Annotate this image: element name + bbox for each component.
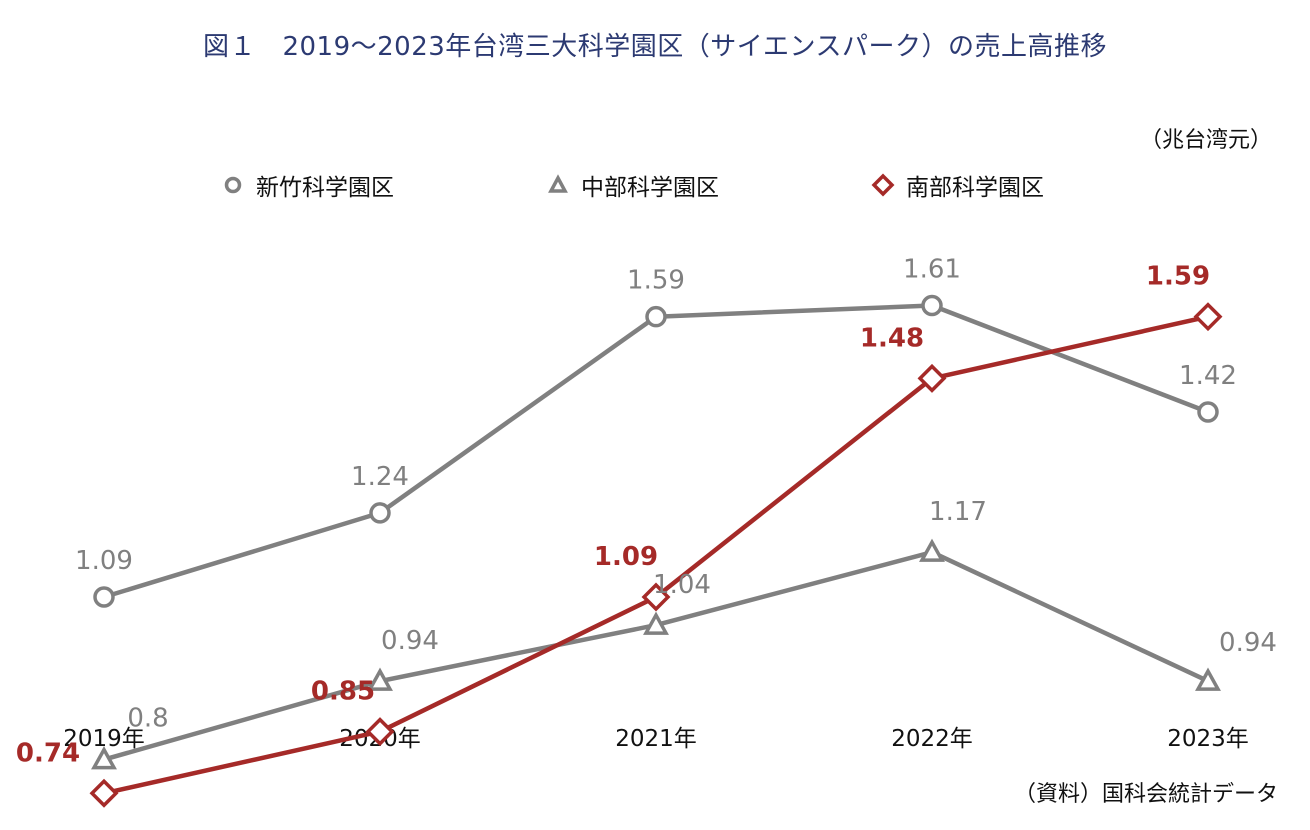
- legend-circle-marker: [224, 176, 242, 194]
- x-tick-label: 2022年: [891, 726, 973, 752]
- data-label: 1.59: [1146, 262, 1210, 292]
- legend-item-hsinchu: 新竹科学園区: [218, 170, 394, 201]
- legend-label-southern: 南部科学園区: [906, 175, 1044, 201]
- data-label: 0.85: [311, 677, 375, 707]
- unit-label: （兆台湾元）: [1139, 128, 1272, 153]
- data-point-triangle: [643, 611, 669, 635]
- data-point-diamond: [1193, 302, 1223, 332]
- data-point-circle: [369, 502, 391, 524]
- data-point-diamond: [917, 363, 947, 393]
- legend-triangle-marker: [548, 174, 568, 193]
- data-label: 1.61: [903, 254, 961, 284]
- data-label: 1.09: [75, 546, 133, 576]
- x-tick-label: 2021年: [615, 726, 697, 752]
- data-label: 0.94: [381, 626, 439, 656]
- legend-diamond-marker: [871, 173, 895, 197]
- data-point-triangle: [367, 667, 393, 691]
- data-point-diamond: [89, 778, 119, 808]
- data-label: 1.24: [351, 462, 409, 492]
- data-point-circle: [645, 305, 667, 328]
- data-point-triangle: [91, 746, 117, 770]
- source-label: （資料）国科会統計データ: [1013, 782, 1278, 807]
- data-point-diamond: [365, 717, 395, 747]
- data-point-diamond: [641, 582, 671, 612]
- data-label: 0.74: [16, 738, 80, 768]
- legend-label-central: 中部科学園区: [581, 175, 719, 201]
- data-label: 1.04: [653, 570, 711, 600]
- legend-item-southern: 南部科学園区: [868, 170, 1044, 201]
- data-label: 1.17: [929, 497, 987, 527]
- data-point-circle: [93, 586, 115, 608]
- data-label: 1.09: [594, 542, 658, 572]
- x-tick-label: 2023年: [1167, 726, 1249, 752]
- chart-title: 図１ 2019～2023年台湾三大科学園区（サイエンスパーク）の売上高推移: [202, 32, 1108, 62]
- data-label: 0.94: [1219, 628, 1277, 658]
- data-label: 1.42: [1179, 361, 1237, 391]
- data-label: 0.8: [127, 704, 168, 734]
- data-point-triangle: [919, 538, 945, 562]
- legend-label-hsinchu: 新竹科学園区: [256, 175, 394, 201]
- data-point-circle: [921, 294, 943, 317]
- data-label: 1.59: [627, 266, 685, 296]
- data-point-circle: [1197, 401, 1219, 423]
- legend-item-central: 中部科学園区: [543, 170, 719, 201]
- data-label: 1.48: [860, 323, 924, 353]
- data-point-triangle: [1195, 667, 1221, 691]
